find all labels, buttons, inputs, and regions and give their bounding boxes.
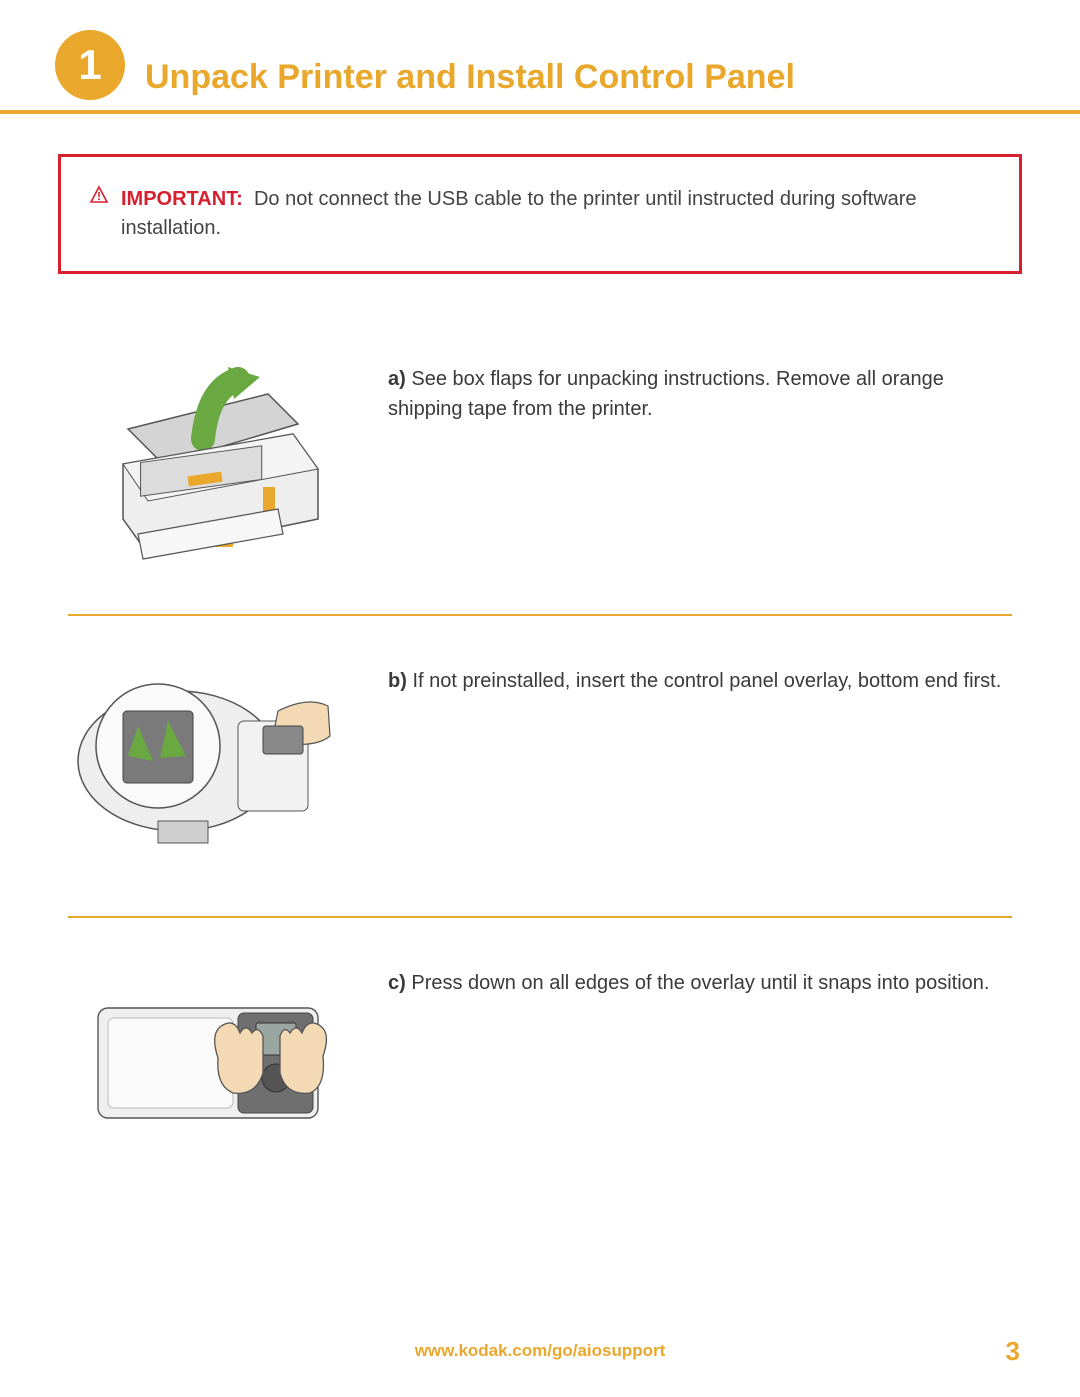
step-b-row: b) If not preinstalled, insert the contr… bbox=[58, 616, 1022, 916]
step-b-illustration bbox=[58, 656, 358, 876]
important-callout: IMPORTANT: Do not connect the USB cable … bbox=[58, 154, 1022, 274]
step-b-text: b) If not preinstalled, insert the contr… bbox=[388, 656, 1022, 696]
step-number-badge: 1 bbox=[55, 30, 125, 100]
page-footer: www.kodak.com/go/aiosupport 3 bbox=[0, 1341, 1080, 1361]
step-a-row: a) See box flaps for unpacking instructi… bbox=[58, 274, 1022, 614]
warning-icon bbox=[89, 185, 109, 205]
step-a-letter: a) bbox=[388, 368, 406, 390]
step-b-body: If not preinstalled, insert the control … bbox=[412, 670, 1001, 692]
step-a-text: a) See box flaps for unpacking instructi… bbox=[388, 354, 1022, 424]
important-label: IMPORTANT: bbox=[121, 188, 243, 210]
page-number: 3 bbox=[1006, 1336, 1020, 1367]
step-c-row: c) Press down on all edges of the overla… bbox=[58, 918, 1022, 1218]
footer-url: www.kodak.com/go/aiosupport bbox=[415, 1341, 666, 1361]
step-b-letter: b) bbox=[388, 670, 407, 692]
page-title: Unpack Printer and Install Control Panel bbox=[145, 58, 795, 97]
step-c-text: c) Press down on all edges of the overla… bbox=[388, 958, 1022, 998]
content-area: IMPORTANT: Do not connect the USB cable … bbox=[0, 114, 1080, 1218]
important-text: IMPORTANT: Do not connect the USB cable … bbox=[121, 185, 987, 243]
page-header: 1 Unpack Printer and Install Control Pan… bbox=[0, 0, 1080, 100]
step-a-body: See box flaps for unpacking instructions… bbox=[388, 368, 944, 420]
step-c-letter: c) bbox=[388, 972, 406, 994]
step-a-illustration bbox=[58, 354, 358, 574]
step-c-body: Press down on all edges of the overlay u… bbox=[411, 972, 989, 994]
step-c-illustration bbox=[58, 958, 358, 1178]
